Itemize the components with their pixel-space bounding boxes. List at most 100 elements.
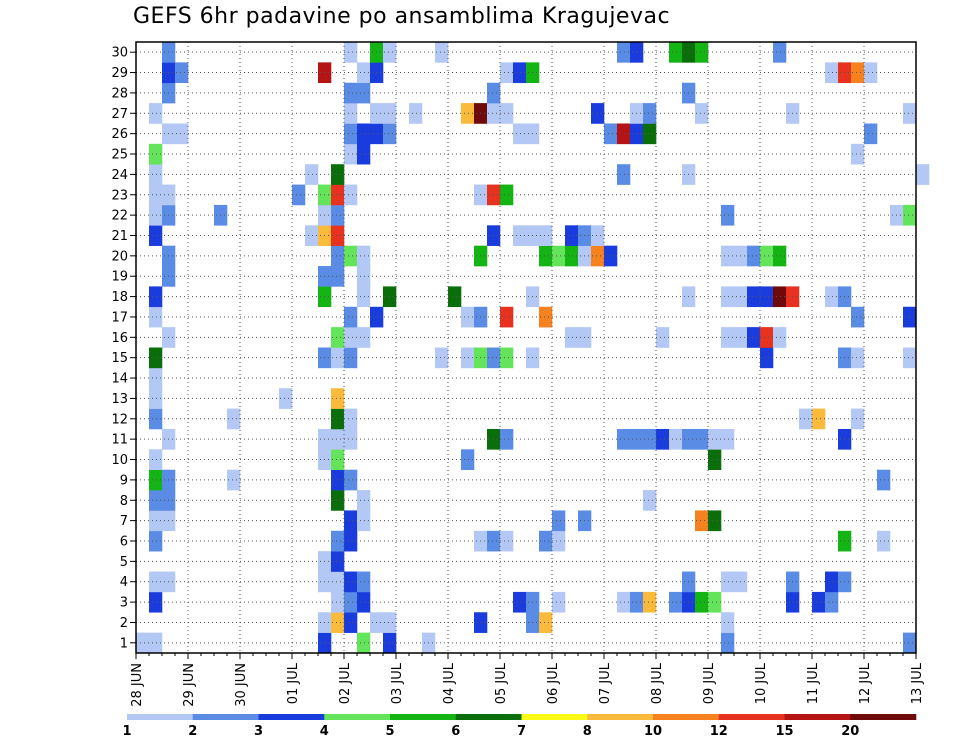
heatmap-cell <box>344 612 358 633</box>
legend-label: 20 <box>841 724 859 739</box>
heatmap-cell <box>383 612 397 633</box>
y-tick-label: 3 <box>120 596 128 611</box>
heatmap-cell <box>825 591 839 613</box>
legend-swatch <box>390 714 457 720</box>
heatmap-cell <box>331 388 345 409</box>
heatmap-cell <box>149 204 163 226</box>
heatmap-cell <box>695 428 709 450</box>
heatmap-cell <box>864 62 878 84</box>
heatmap-cell <box>331 204 345 226</box>
heatmap-cell <box>851 306 865 328</box>
heatmap-cell <box>331 408 345 430</box>
heatmap-cell <box>357 571 371 593</box>
heatmap-cell <box>357 143 371 165</box>
legend-swatch <box>718 714 785 720</box>
y-tick-label: 27 <box>111 107 128 122</box>
heatmap-cell <box>344 123 358 145</box>
heatmap-cell <box>357 245 371 267</box>
heatmap-cell <box>812 591 826 613</box>
heatmap-cell <box>877 530 891 552</box>
y-tick-label: 14 <box>111 372 128 387</box>
heatmap-cell <box>643 591 657 613</box>
heatmap-cell <box>461 347 475 369</box>
heatmap-cell <box>227 469 241 491</box>
heatmap-cell <box>617 591 631 613</box>
heatmap-cell <box>383 42 397 63</box>
legend-swatch <box>850 714 917 720</box>
heatmap-cell <box>149 103 163 124</box>
heatmap-cell <box>539 306 553 328</box>
y-tick-label: 22 <box>111 209 128 224</box>
y-tick-label: 15 <box>111 351 128 366</box>
heatmap-cell <box>721 245 735 267</box>
heatmap-cell <box>331 245 345 267</box>
heatmap-cell <box>487 103 501 124</box>
heatmap-cell <box>357 632 371 654</box>
x-tick-label: 05 JUL <box>494 662 509 704</box>
legend-label: 12 <box>710 724 728 739</box>
heatmap-cell <box>773 42 787 63</box>
chart-title: GEFS 6hr padavine po ansamblima Kragujev… <box>133 4 671 29</box>
heatmap-cell <box>149 184 163 206</box>
y-tick-label: 5 <box>120 555 128 570</box>
heatmap-cell <box>331 612 345 633</box>
heatmap-cell <box>344 184 358 206</box>
heatmap-cell <box>344 327 358 348</box>
heatmap-cell <box>643 490 657 511</box>
heatmap-cell <box>565 225 579 246</box>
heatmap-cell <box>721 286 735 308</box>
heatmap-cell <box>305 225 319 246</box>
y-tick-label: 26 <box>111 127 128 142</box>
heatmap-cell <box>903 632 917 654</box>
heatmap-cell <box>175 123 189 145</box>
legend-label: 8 <box>583 724 592 739</box>
heatmap-cell <box>825 571 839 593</box>
y-tick-label: 6 <box>120 534 128 549</box>
heatmap-cell <box>617 428 631 450</box>
heatmap-cell <box>344 530 358 552</box>
y-tick-label: 4 <box>120 575 128 590</box>
legend-swatch <box>324 714 391 720</box>
heatmap-cell <box>149 530 163 552</box>
heatmap-cell <box>331 490 345 511</box>
heatmap-cell <box>747 245 761 267</box>
heatmap-cell <box>500 428 514 450</box>
heatmap-cell <box>149 469 163 491</box>
heatmap-cell <box>149 306 163 328</box>
y-tick-label: 10 <box>111 453 128 468</box>
legend-label: 6 <box>451 724 460 739</box>
heatmap-cell <box>136 632 150 654</box>
y-tick-label: 24 <box>111 168 128 183</box>
heatmap-cell <box>903 306 917 328</box>
heatmap-cell <box>149 632 163 654</box>
heatmap-cell <box>344 42 358 63</box>
heatmap-cell <box>292 184 306 206</box>
heatmap-cell <box>383 632 397 654</box>
heatmap-cell <box>149 143 163 165</box>
heatmap-cell <box>695 103 709 124</box>
heatmap-cell <box>643 103 657 124</box>
legend-swatch <box>455 714 522 720</box>
heatmap-cell <box>877 469 891 491</box>
heatmap-cell <box>708 428 722 450</box>
heatmap-cell <box>695 510 709 532</box>
legend-swatch <box>653 714 720 720</box>
heatmap-cell <box>851 143 865 165</box>
heatmap-cell <box>357 591 371 613</box>
heatmap-cell <box>604 245 618 267</box>
heatmap-cell <box>708 510 722 532</box>
heatmap-cell <box>617 123 631 145</box>
heatmap-cell <box>552 510 566 532</box>
heatmap-cell <box>500 306 514 328</box>
x-tick-label: 28 JUN <box>130 663 145 707</box>
heatmap-cell <box>617 164 631 185</box>
x-tick-label: 09 JUL <box>702 662 717 704</box>
heatmap-cell <box>500 103 514 124</box>
heatmap-cell <box>500 530 514 552</box>
heatmap-cell <box>149 510 163 532</box>
heatmap-cell <box>149 449 163 470</box>
heatmap-cell <box>331 469 345 491</box>
heatmap-cell <box>344 306 358 328</box>
heatmap-cell <box>344 82 358 104</box>
heatmap-cell <box>448 286 462 308</box>
